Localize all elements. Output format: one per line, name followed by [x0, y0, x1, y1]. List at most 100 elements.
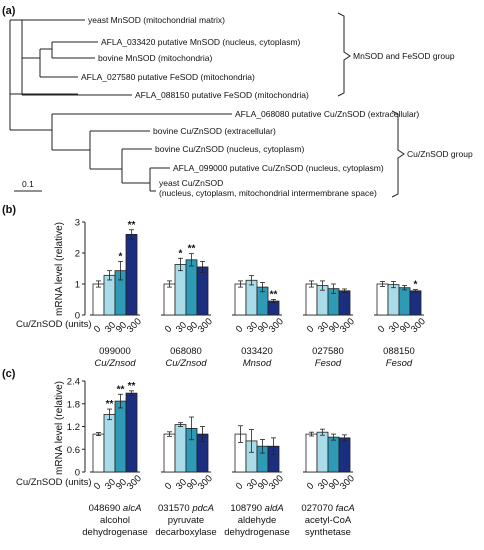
- group-label: Fesod: [386, 358, 413, 369]
- group-label: 068080: [170, 346, 202, 357]
- dose-label: 0: [163, 324, 175, 336]
- y-tick-label: 0: [75, 311, 80, 322]
- tree-leaf-label: AFLA_033420 putative MnSOD (nucleus, cyt…: [101, 37, 301, 47]
- tree-leaf-label: AFLA_068080 putative Cu/ZnSOD (extracell…: [235, 109, 419, 119]
- tree-leaf-label: AFLA_088150 putative FeSOD (mitochondria…: [135, 90, 309, 100]
- bar: [245, 279, 258, 316]
- y-tick-label: 0.6: [67, 445, 80, 456]
- bar: [387, 284, 400, 316]
- bar: [196, 266, 209, 316]
- bar: [114, 400, 127, 473]
- bar: [409, 290, 422, 316]
- dose-label: 300: [125, 473, 144, 492]
- group-label: dehydrogenase: [224, 527, 290, 538]
- group-label-cu-zn: Cu/ZnSOD group: [407, 149, 473, 159]
- tree-leaf-label: yeast MnSOD (mitochondrial matrix): [88, 15, 225, 25]
- tree-leaf-label: yeast Cu/ZnSOD: [159, 178, 223, 188]
- bar: [234, 283, 247, 316]
- significance-marker: *: [414, 280, 418, 291]
- y-axis-title-c: mRNA level (relative): [54, 381, 65, 475]
- bar: [125, 392, 138, 473]
- panel-a-label: (a): [2, 5, 16, 17]
- tree-leaf-label: bovine Cu/ZnSOD (nucleus, cytoplasm): [155, 144, 304, 154]
- bar: [103, 413, 116, 473]
- significance-marker: **: [270, 290, 278, 301]
- group-label: 108790 aldA: [230, 503, 283, 514]
- dose-label: 0: [376, 324, 388, 336]
- bar: [267, 300, 280, 316]
- group-label: Mnsod: [243, 358, 272, 369]
- dose-label: 0: [234, 481, 246, 493]
- dose-label: 0: [234, 324, 246, 336]
- group-label: 033420: [241, 346, 273, 357]
- y-tick-label: 3: [75, 218, 80, 229]
- bar: [338, 290, 351, 316]
- group-label: synthetase: [305, 527, 351, 538]
- group-label: Cu/Znsod: [94, 358, 136, 369]
- x-axis-title-b: Cu/ZnSOD (units): [16, 319, 92, 330]
- bar: [398, 287, 411, 316]
- group-label: 099000: [99, 346, 131, 357]
- dose-label: 300: [125, 316, 144, 335]
- tree-leaf-label: bovine Cu/ZnSOD (extracellular): [153, 126, 276, 136]
- x-axis-title-c: Cu/ZnSOD (units): [16, 477, 92, 488]
- group-label: dehydrogenase: [82, 527, 148, 538]
- significance-marker: *: [119, 251, 123, 262]
- group-label: alcohol: [100, 515, 130, 526]
- y-tick-label: 1.8: [67, 399, 80, 410]
- tree-leaf-label: bovine MnSOD (mitochondria): [98, 53, 212, 63]
- tree-leaf-label: AFLA_099000 putative Cu/ZnSOD (nucleus, …: [173, 163, 384, 173]
- dose-label: 0: [92, 481, 104, 493]
- tree-leaf-label: (nucleus, cytoplasm, mitochondrial inter…: [159, 188, 377, 198]
- group-label: Cu/Znsod: [165, 358, 207, 369]
- panel-c-label: (c): [2, 368, 16, 380]
- dose-label: 0: [305, 324, 317, 336]
- bracket-cu-zn: [391, 110, 405, 198]
- group-label: decarboxylase: [155, 527, 216, 538]
- bar: [338, 437, 351, 473]
- bar: [174, 264, 187, 316]
- tree-branches: [9, 19, 232, 192]
- bar: [185, 259, 198, 316]
- group-label: 027580: [312, 346, 344, 357]
- group-label: Fesod: [315, 358, 342, 369]
- panel-a: (a): [2, 5, 473, 198]
- tree-leaf-label: AFLA_027580 putative FeSOD (mitochondria…: [81, 72, 255, 82]
- bar: [125, 233, 138, 316]
- dose-label: 300: [338, 316, 357, 335]
- bar: [316, 431, 329, 473]
- dose-label: 300: [196, 316, 215, 335]
- bar: [305, 283, 318, 316]
- y-axis-title-b: mRNA level (relative): [54, 222, 65, 316]
- group-label: acetyl-CoA: [305, 515, 352, 526]
- group-brackets: [337, 12, 405, 198]
- significance-marker: **: [117, 384, 125, 395]
- dose-label: 300: [267, 316, 286, 335]
- significance-marker: *: [179, 248, 183, 259]
- group-label: 088150: [383, 346, 415, 357]
- dose-label: 300: [338, 473, 357, 492]
- tree-leaf-labels: yeast MnSOD (mitochondrial matrix) AFLA_…: [81, 15, 419, 198]
- group-label: 048690 alcA: [89, 503, 142, 514]
- bar: [163, 433, 176, 473]
- dose-label: 0: [163, 481, 175, 493]
- y-tick-label: 1.2: [67, 422, 80, 433]
- group-label: 031570 pdcA: [158, 503, 214, 514]
- bar: [103, 274, 116, 316]
- bar: [92, 283, 105, 316]
- group-label: 027070 facA: [301, 503, 354, 514]
- dose-label: 0: [92, 324, 104, 336]
- y-tick-label: 1: [75, 280, 80, 291]
- bar: [174, 424, 187, 473]
- y-tick-label: 0: [75, 468, 80, 479]
- bar: [163, 283, 176, 316]
- bar: [92, 433, 105, 473]
- dose-label: 300: [267, 473, 286, 492]
- panel-b-label: (b): [2, 204, 16, 216]
- scale-bar-label: 0.1: [22, 179, 34, 189]
- bar-chart-c: 00.61.21.82.40**30**90**300alcoholdehydr…: [67, 377, 357, 539]
- significance-marker: **: [128, 381, 136, 392]
- group-label-mn-fe: MnSOD and FeSOD group: [353, 51, 455, 61]
